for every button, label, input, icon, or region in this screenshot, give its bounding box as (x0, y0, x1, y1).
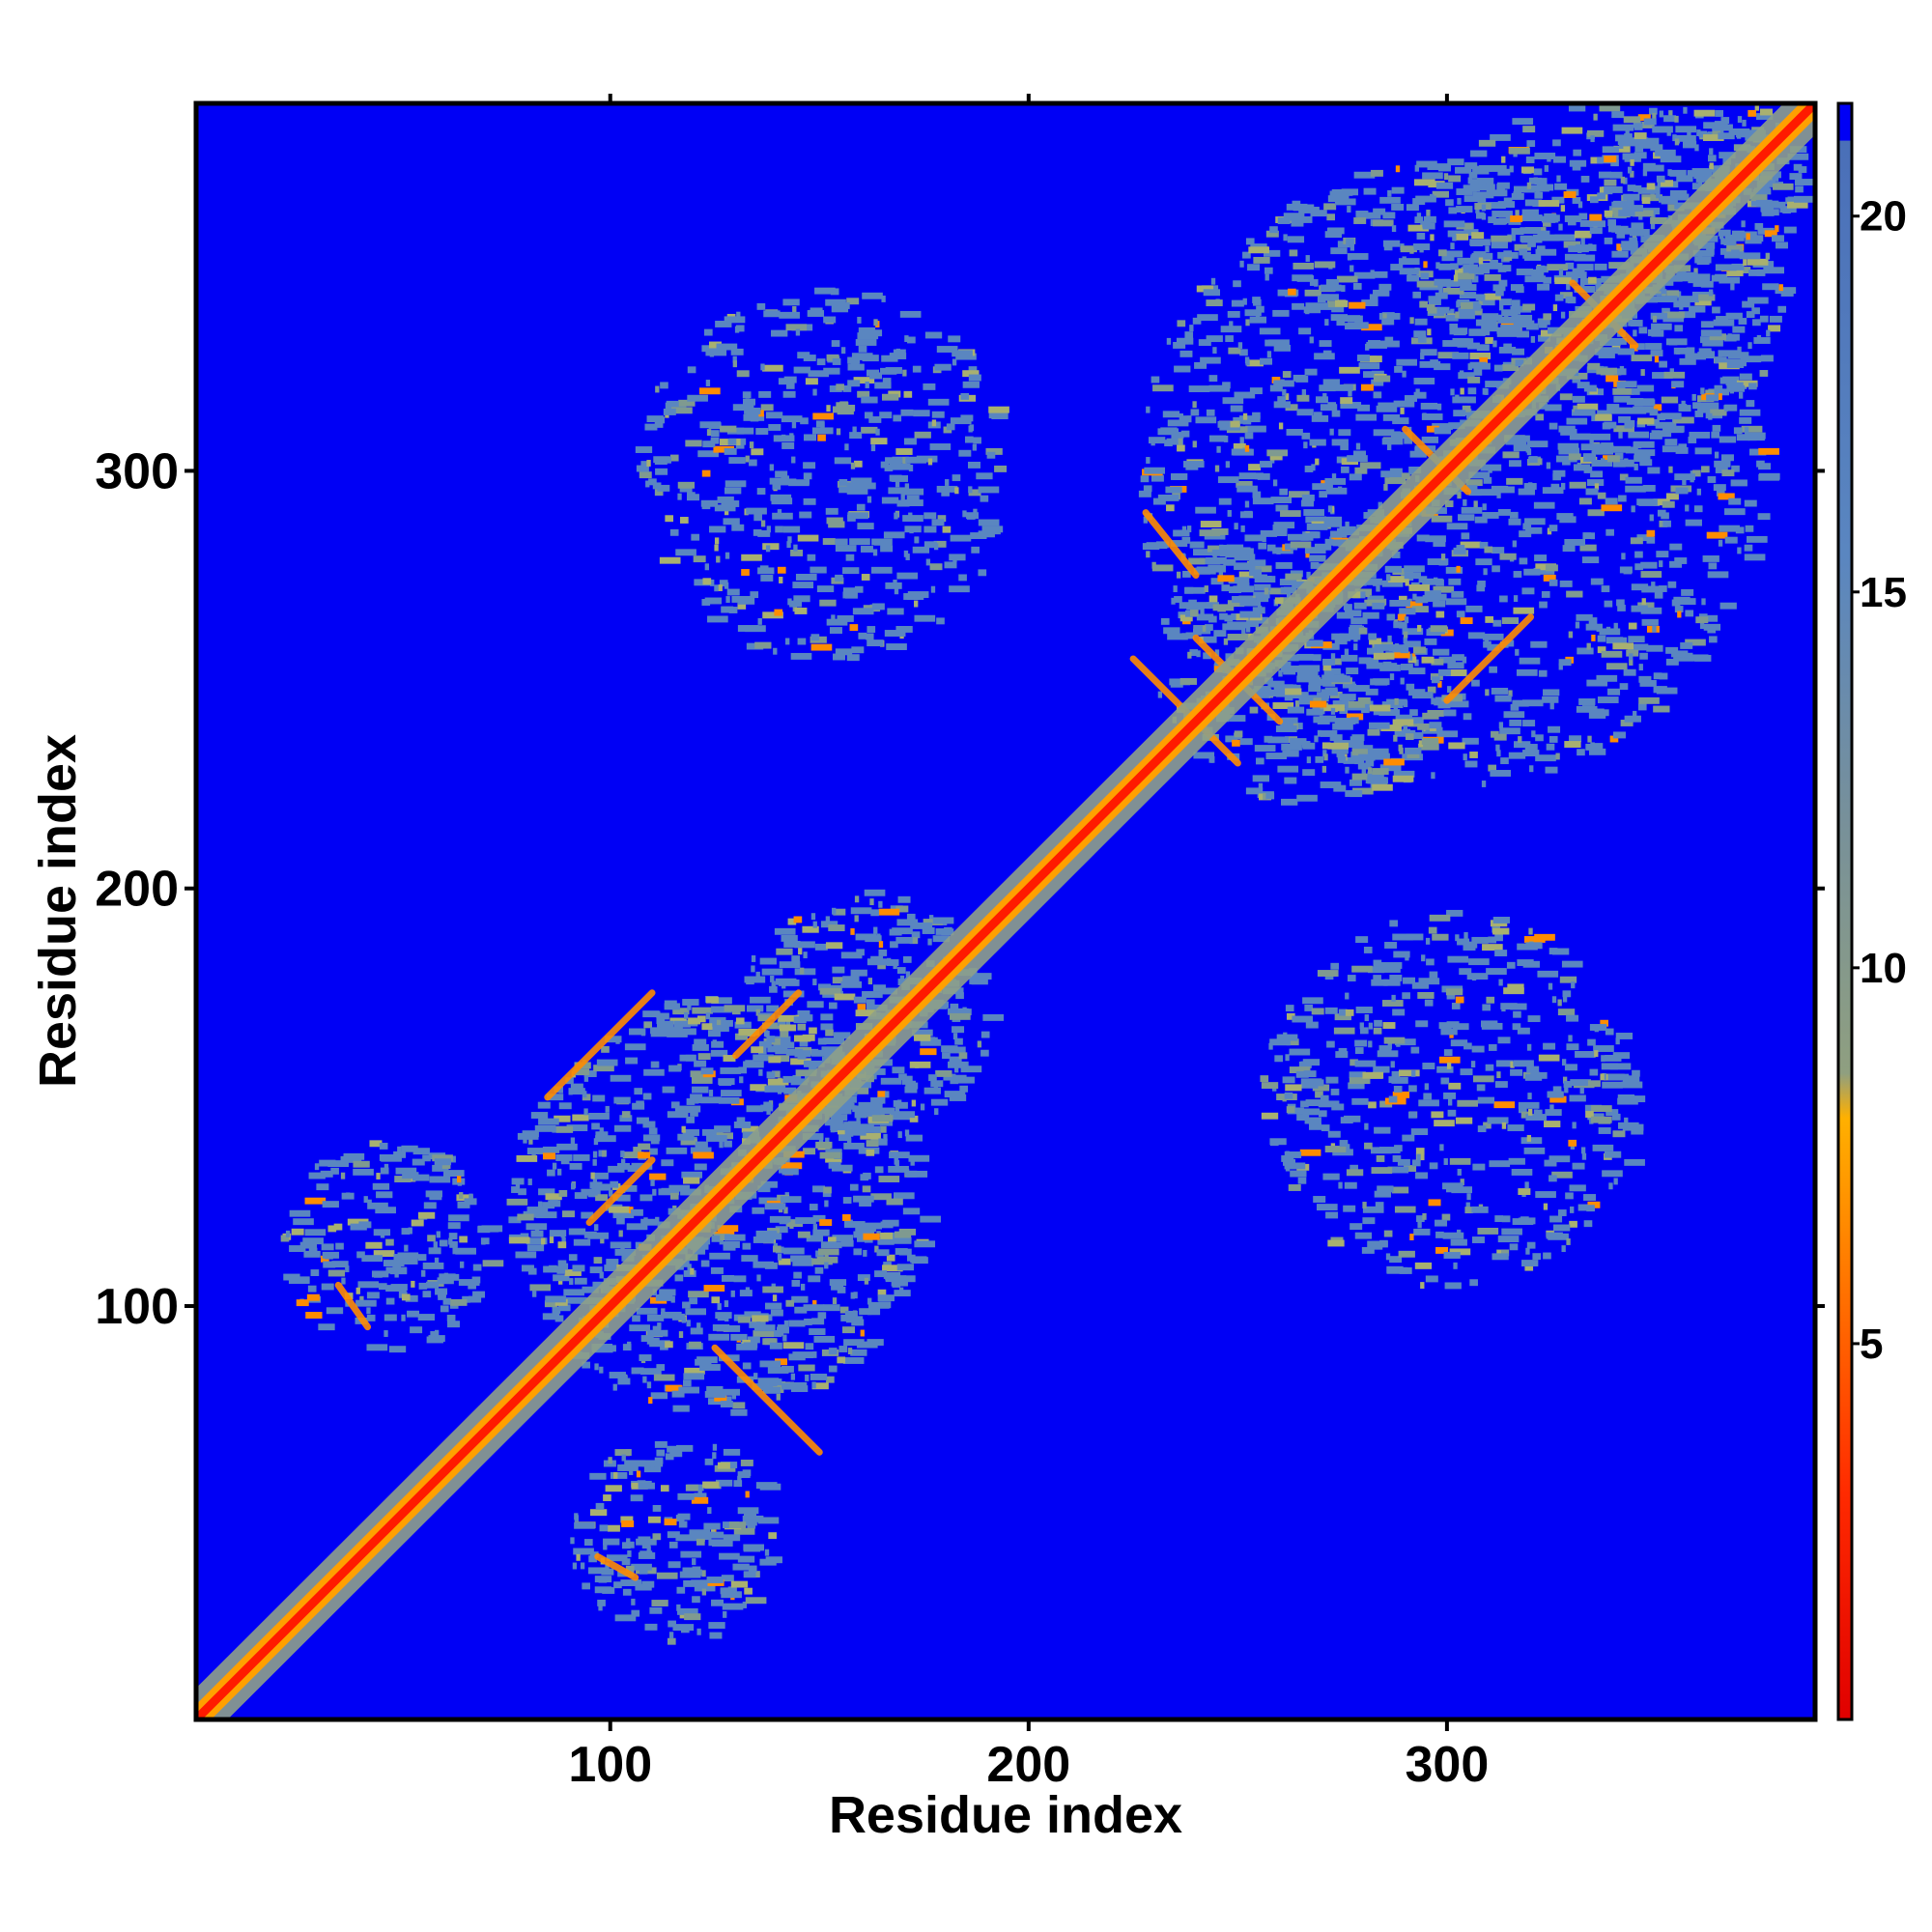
contact-cloud-8 (635, 287, 1009, 662)
x-axis-title: Residue index (829, 1786, 1182, 1844)
contact-cloud-9 (1260, 909, 1646, 1290)
colorbar-tick-label: 10 (1860, 945, 1907, 992)
x-axis: 100 200 300 (568, 94, 1489, 1793)
x-tick-label: 100 (568, 1737, 652, 1793)
colorbar-tick-label: 20 (1860, 193, 1907, 241)
y-tick-label: 100 (95, 1279, 179, 1335)
y-axis-title: Residue index (29, 734, 87, 1088)
contact-cloud-1 (506, 996, 941, 1416)
colorbar-tick-label: 15 (1860, 569, 1907, 616)
diagonal-core (196, 103, 1815, 1719)
colorbar: 5 10 15 20 (1836, 101, 1907, 1721)
diagonal-band (196, 103, 1815, 1719)
y-tick-label: 300 (95, 443, 179, 499)
contact-cloud-3 (570, 1440, 782, 1645)
plot-frame (193, 100, 1818, 1722)
colorbar-ticks: 5 10 15 20 (1852, 193, 1907, 1368)
colorbar-tick-label: 5 (1860, 1321, 1883, 1368)
x-tick-label: 200 (986, 1737, 1070, 1793)
x-tick-label: 300 (1406, 1737, 1490, 1793)
contact-cloud-4 (280, 1140, 504, 1353)
y-axis: 100 200 300 (95, 443, 1825, 1335)
heatmap (196, 103, 1815, 1719)
colorbar-scale (1836, 101, 1854, 1721)
y-tick-label: 200 (95, 862, 179, 918)
contact-speckles (280, 103, 1815, 1645)
